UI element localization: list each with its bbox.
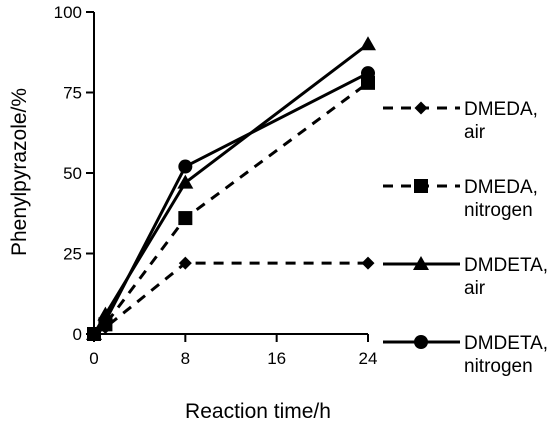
axes: 0 25 50 75 100 0 8 16 24 [54, 3, 378, 368]
legend-label-line: nitrogen [464, 356, 533, 377]
series-circle [87, 66, 375, 341]
data-point [178, 211, 193, 226]
x-tick-label: 16 [267, 349, 286, 368]
legend-label-line: DMEDA, [464, 99, 538, 120]
x-tick-label: 8 [181, 349, 190, 368]
legend-marker [414, 179, 428, 193]
series-layer [86, 36, 376, 341]
series-line [92, 71, 369, 335]
legend-marker [413, 256, 429, 270]
series-line [92, 43, 369, 335]
data-point [177, 174, 194, 189]
legend-item: DMEDA, nitrogen [383, 177, 538, 221]
data-point [178, 256, 192, 270]
y-tick-label: 50 [63, 164, 82, 183]
x-axis-title: Reaction time/h [185, 400, 331, 422]
legend-label-line: DMDETA, [464, 333, 548, 354]
legend-item: DMEDA, air [383, 99, 538, 143]
y-axis-title: Phenylpyrazole/% [8, 88, 31, 256]
data-point [178, 159, 193, 174]
data-point [360, 36, 376, 51]
legend-label: DMDETA, air [464, 255, 548, 299]
legend-label-line: air [464, 122, 486, 143]
data-point [361, 75, 375, 90]
legend-label: DMEDA, air [464, 99, 538, 143]
data-point [361, 66, 375, 81]
legend-label-line: DMEDA, [464, 177, 538, 198]
x-tick-label: 24 [359, 349, 378, 368]
legend-label: DMDETA, nitrogen [464, 333, 548, 377]
legend-label-line: nitrogen [464, 200, 533, 221]
legend-item: DMDETA, air [383, 255, 548, 299]
legend-label-line: air [464, 278, 486, 299]
legend-label-line: DMDETA, [464, 255, 548, 276]
data-point [361, 256, 375, 270]
x-tick-label: 0 [89, 349, 98, 368]
data-point [87, 327, 101, 341]
legend-item: DMDETA, nitrogen [383, 333, 548, 377]
data-point [98, 314, 113, 329]
y-tick-label: 0 [73, 325, 82, 344]
series-square [87, 75, 375, 341]
y-tick-label: 100 [54, 3, 82, 22]
series-line [93, 81, 369, 336]
y-tick-label: 25 [63, 245, 82, 264]
legend-marker [414, 101, 428, 115]
y-tick-label: 75 [63, 84, 82, 103]
series-line [93, 261, 368, 336]
legend-marker [414, 335, 428, 349]
series-triangle [86, 36, 376, 340]
series-diamond [87, 256, 375, 341]
legend-label: DMEDA, nitrogen [464, 177, 538, 221]
